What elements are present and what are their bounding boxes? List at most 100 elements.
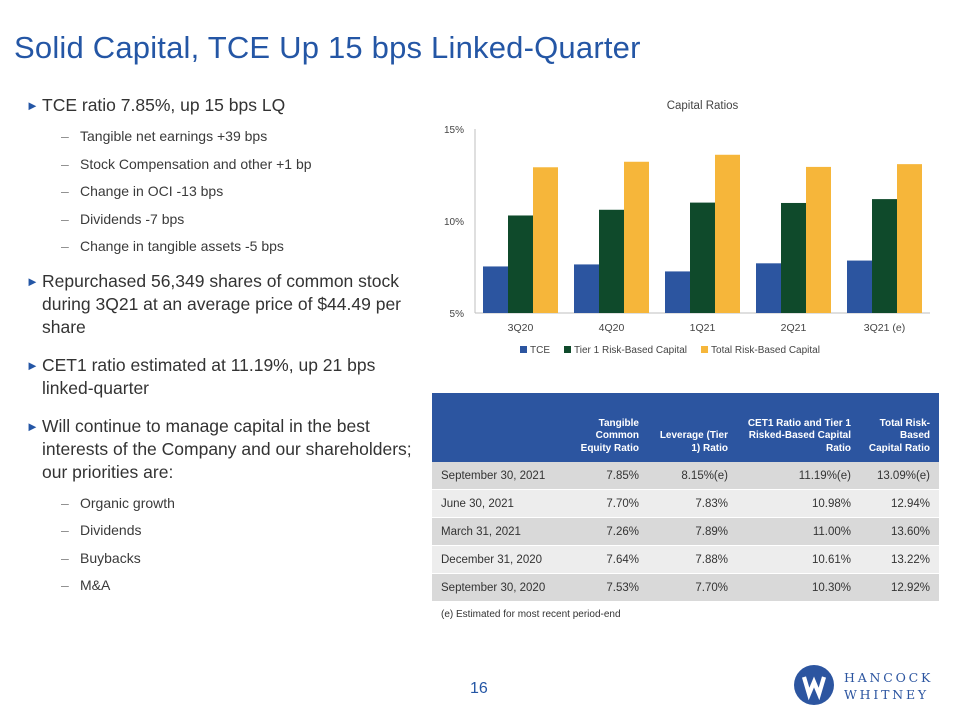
table-header-row: Tangible Common Equity Ratio Leverage (T… xyxy=(432,393,939,462)
chart-title: Capital Ratios xyxy=(667,100,739,112)
cell-value: 12.92% xyxy=(860,573,939,602)
page-title: Solid Capital, TCE Up 15 bps Linked-Quar… xyxy=(14,30,641,65)
bullet-cet1: ► CET1 ratio estimated at 11.19%, up 21 b… xyxy=(26,354,416,400)
table-row: June 30, 2021 7.70% 7.83% 10.98% 12.94% xyxy=(432,489,939,518)
bar xyxy=(483,266,508,313)
x-tick-label: 2Q21 xyxy=(781,322,807,334)
bar xyxy=(715,154,740,313)
table-footnote: (e) Estimated for most recent period-end xyxy=(441,609,621,620)
sub-bullet: – Buybacks xyxy=(26,545,416,573)
cell-value: 8.15%(e) xyxy=(648,462,737,490)
cell-value: 13.09%(e) xyxy=(860,462,939,490)
bullet-arrow-icon: ► xyxy=(26,357,39,373)
cell-value: 7.88% xyxy=(648,545,737,574)
header-empty xyxy=(432,393,575,462)
table-row: September 30, 2021 7.85% 8.15%(e) 11.19%… xyxy=(432,462,939,490)
chart-canvas: Capital Ratios 15% 10% 5% 3Q20 4Q20 1Q21 2Q21 3Q… xyxy=(444,100,930,356)
row-date: September 30, 2020 xyxy=(432,573,575,602)
bar xyxy=(508,215,533,313)
legend-swatch xyxy=(701,346,709,353)
bullet-arrow-icon: ► xyxy=(26,418,39,434)
bar xyxy=(533,167,558,313)
bullet-tce-ratio: ► TCE ratio 7.85%, up 15 bps LQ xyxy=(26,94,416,117)
x-tick-label: 1Q21 xyxy=(690,322,716,334)
bar xyxy=(781,202,806,313)
table-row: December 31, 2020 7.64% 7.88% 10.61% 13.… xyxy=(432,545,939,574)
legend-label: Tier 1 Risk-Based Capital xyxy=(574,345,687,356)
logo-w-icon xyxy=(801,676,827,701)
logo-mark-icon xyxy=(794,665,834,705)
bullet-text: Repurchased 56,349 shares of common stoc… xyxy=(42,270,401,337)
sub-bullet: – Dividends xyxy=(26,517,416,545)
dash-icon: – xyxy=(61,210,69,227)
bar xyxy=(872,199,897,313)
header-total-rbc: Total Risk-Based Capital Ratio xyxy=(860,393,939,462)
sub-bullet-text: Change in tangible assets -5 bps xyxy=(80,238,284,254)
cell-value: 13.22% xyxy=(860,545,939,574)
x-tick-label: 4Q20 xyxy=(599,322,625,334)
bullet-arrow-icon: ► xyxy=(26,98,39,113)
bar xyxy=(847,260,872,313)
cell-value: 7.64% xyxy=(575,545,648,574)
legend-label: Total Risk-Based Capital xyxy=(711,345,820,356)
sub-bullet-text: Dividends xyxy=(80,522,142,538)
dash-icon: – xyxy=(61,549,69,566)
row-date: December 31, 2020 xyxy=(432,545,575,574)
logo-line-2: WHITNEY xyxy=(844,687,929,702)
bar xyxy=(756,263,781,313)
sub-bullet-text: Buybacks xyxy=(80,549,141,566)
sub-bullet-text: M&A xyxy=(80,577,111,593)
sub-bullet-text: Dividends -7 bps xyxy=(80,210,185,227)
logo-line-1: HANCOCK xyxy=(844,670,934,685)
y-tick-label: 5% xyxy=(450,309,465,320)
cell-value: 7.89% xyxy=(648,517,737,546)
bullet-text: TCE ratio 7.85%, up 15 bps LQ xyxy=(42,95,286,115)
bullet-list: ► TCE ratio 7.85%, up 15 bps LQ – Tangible… xyxy=(26,94,416,600)
header-cet1: CET1 Ratio and Tier 1 Risked-Based Capit… xyxy=(737,393,860,462)
cell-value: 10.98% xyxy=(737,489,860,518)
bar xyxy=(806,166,831,313)
legend-label: TCE xyxy=(530,345,550,356)
cell-value: 7.26% xyxy=(575,517,648,546)
dash-icon: – xyxy=(61,183,69,199)
cell-value: 13.60% xyxy=(860,517,939,546)
cell-value: 7.70% xyxy=(648,573,737,602)
cell-value: 7.53% xyxy=(575,573,648,602)
bar xyxy=(665,271,690,313)
bar xyxy=(574,264,599,313)
y-tick-label: 15% xyxy=(444,125,464,136)
table-row: September 30, 2020 7.53% 7.70% 10.30% 12… xyxy=(432,573,939,602)
sub-bullet-text: Stock Compensation and other +1 bp xyxy=(80,155,312,172)
row-date: March 31, 2021 xyxy=(432,517,575,546)
capital-ratios-table: Tangible Common Equity Ratio Leverage (T… xyxy=(432,393,939,602)
sub-bullet: – Change in tangible assets -5 bps xyxy=(26,233,416,261)
sub-bullet: – Dividends -7 bps xyxy=(26,206,416,234)
bullet-text: CET1 ratio estimated at 11.19%, up 21 bp… xyxy=(42,354,376,398)
cell-value: 11.19%(e) xyxy=(737,462,860,490)
dash-icon: – xyxy=(61,494,69,511)
bar xyxy=(624,161,649,313)
dash-icon: – xyxy=(61,128,69,144)
dash-icon: – xyxy=(61,238,69,254)
dash-icon: – xyxy=(61,155,69,172)
legend-swatch xyxy=(564,346,571,353)
cell-value: 7.70% xyxy=(575,489,648,518)
sub-bullet: – Tangible net earnings +39 bps xyxy=(26,123,416,151)
capital-ratios-chart: Capital Ratios 15% 10% 5% 3Q20 4Q20 1Q21 2Q21 3Q… xyxy=(425,92,945,372)
dash-icon: – xyxy=(61,522,69,538)
table-row: March 31, 2021 7.26% 7.89% 11.00% 13.60% xyxy=(432,517,939,546)
cell-value: 7.85% xyxy=(575,462,648,490)
page-number: 16 xyxy=(470,680,488,697)
x-tick-label: 3Q20 xyxy=(508,322,534,334)
cell-value: 11.00% xyxy=(737,517,860,546)
company-logo: HANCOCK WHITNEY xyxy=(794,663,944,707)
header-leverage: Leverage (Tier 1) Ratio xyxy=(648,393,737,462)
sub-bullet: – Organic growth xyxy=(26,490,416,518)
bullet-repurchase: ► Repurchased 56,349 shares of common sto… xyxy=(26,270,416,339)
cell-value: 7.83% xyxy=(648,489,737,518)
x-tick-label: 3Q21 (e) xyxy=(864,322,905,334)
sub-bullet-text: Organic growth xyxy=(80,494,175,511)
bar xyxy=(897,164,922,313)
sub-bullet: – Stock Compensation and other +1 bp xyxy=(26,151,416,179)
cell-value: 10.61% xyxy=(737,545,860,574)
